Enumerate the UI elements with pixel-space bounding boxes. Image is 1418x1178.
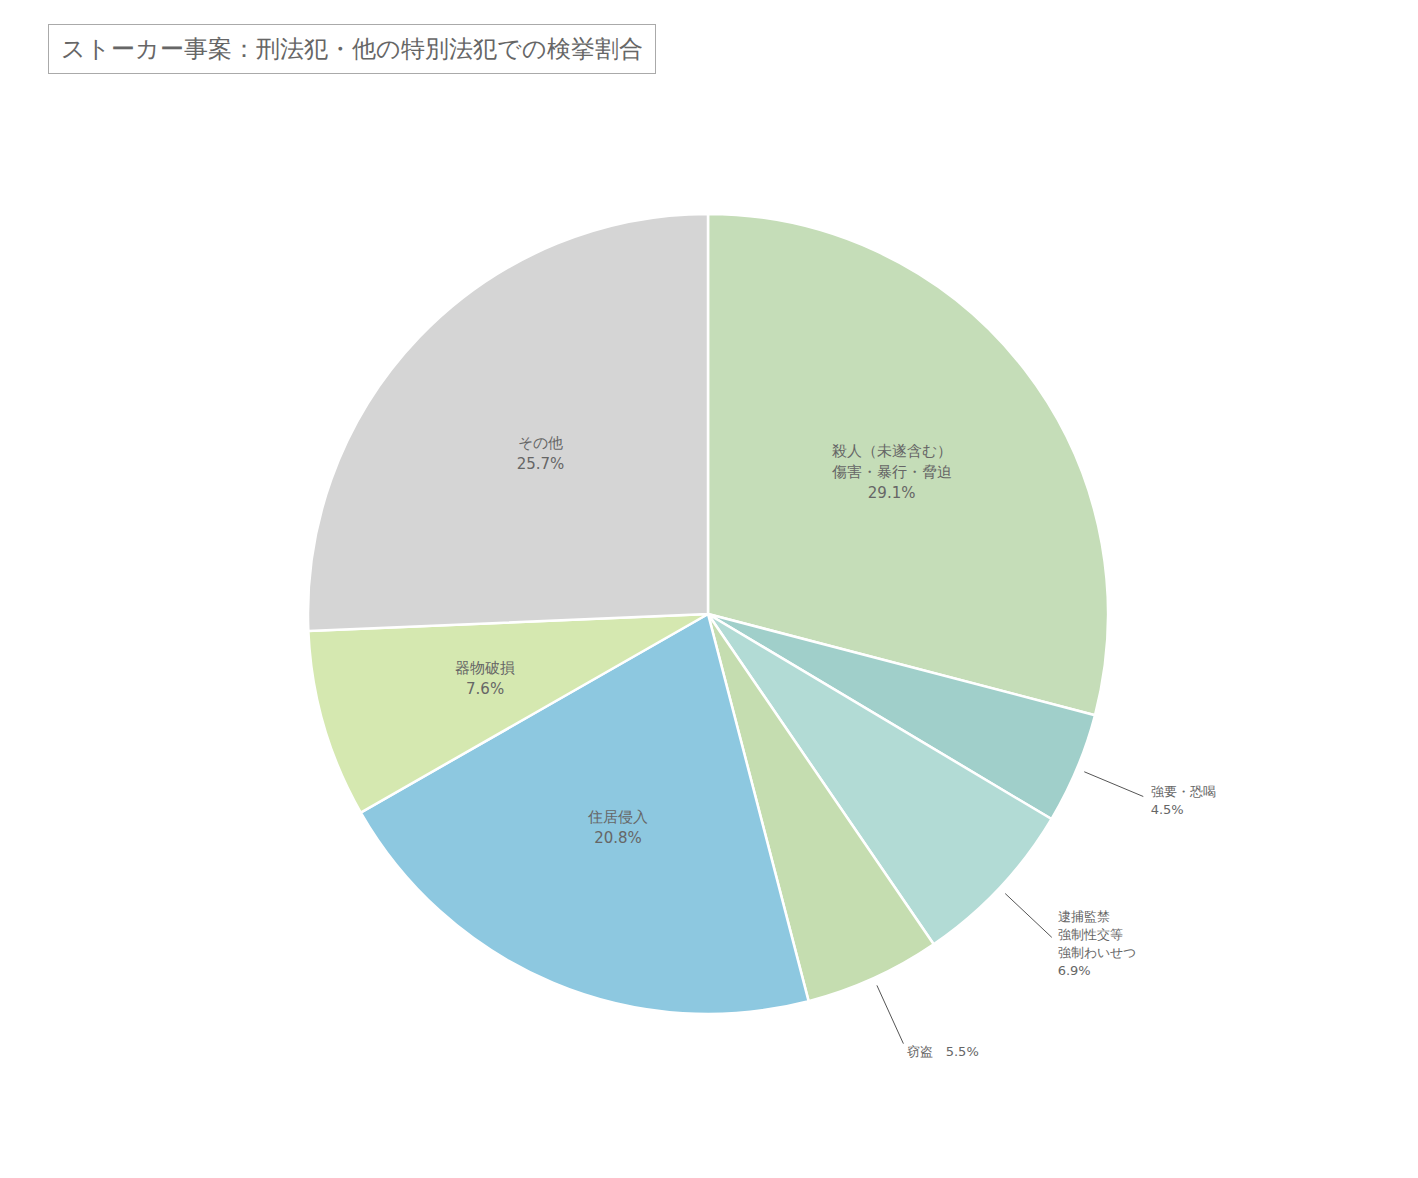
svg-text:殺人（未遂含む）傷害・暴行・脅迫29.1%: 殺人（未遂含む）傷害・暴行・脅迫29.1% bbox=[831, 442, 952, 502]
svg-text:強要・恐喝4.5%: 強要・恐喝4.5% bbox=[1151, 783, 1216, 816]
html-text:ストーカー事案：刑法犯・他の特別法犯での検挙割合: ストーカー事案：刑法犯・他の特別法犯での検挙割合 bbox=[61, 35, 643, 63]
svg-text:窃盗 5.5%: 窃盗 5.5% bbox=[907, 1043, 979, 1058]
svg-text:その他25.7%: その他25.7% bbox=[517, 434, 565, 473]
svg-text:器物破損7.6%: 器物破損7.6% bbox=[455, 659, 515, 698]
svg-text:住居侵入20.8%: 住居侵入20.8% bbox=[587, 808, 648, 847]
svg-text:逮捕監禁強制性交等強制わいせつ6.9%: 逮捕監禁強制性交等強制わいせつ6.9% bbox=[1058, 908, 1136, 978]
